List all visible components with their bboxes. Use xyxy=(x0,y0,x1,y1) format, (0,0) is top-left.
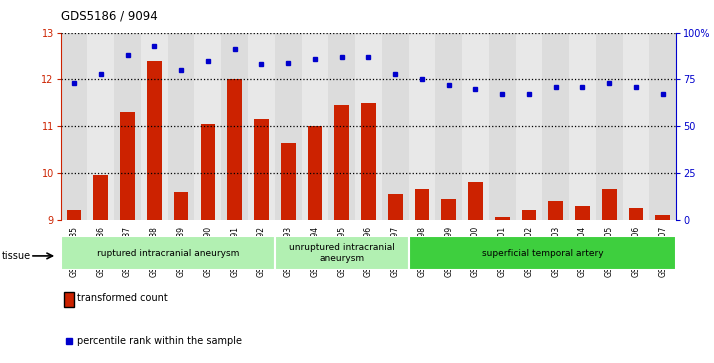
Text: percentile rank within the sample: percentile rank within the sample xyxy=(77,336,242,346)
Bar xyxy=(355,33,382,220)
Bar xyxy=(275,33,301,220)
Bar xyxy=(548,201,563,220)
Bar xyxy=(94,175,109,220)
Bar xyxy=(61,236,275,270)
Bar xyxy=(489,33,516,220)
Bar xyxy=(308,126,322,220)
Bar xyxy=(462,33,489,220)
Bar xyxy=(227,79,242,220)
Bar xyxy=(388,194,403,220)
Bar xyxy=(543,33,569,220)
Bar xyxy=(495,217,510,220)
Bar xyxy=(221,33,248,220)
Bar xyxy=(436,33,462,220)
Bar xyxy=(628,208,643,220)
Bar xyxy=(602,189,617,220)
Bar xyxy=(441,199,456,220)
Bar xyxy=(516,33,543,220)
Text: superficial temporal artery: superficial temporal artery xyxy=(481,249,603,258)
Bar xyxy=(623,33,650,220)
Bar xyxy=(361,103,376,220)
Text: GDS5186 / 9094: GDS5186 / 9094 xyxy=(61,9,158,22)
Bar xyxy=(301,33,328,220)
Text: unruptured intracranial
aneurysm: unruptured intracranial aneurysm xyxy=(288,244,395,263)
Bar xyxy=(114,33,141,220)
Bar xyxy=(408,236,676,270)
Bar xyxy=(87,33,114,220)
Bar xyxy=(468,182,483,220)
Bar xyxy=(328,33,355,220)
Bar xyxy=(120,112,135,220)
Bar xyxy=(569,33,596,220)
Bar xyxy=(650,33,676,220)
Text: transformed count: transformed count xyxy=(77,293,168,303)
Bar xyxy=(201,124,215,220)
Bar xyxy=(408,33,436,220)
Bar xyxy=(655,215,670,220)
Bar xyxy=(194,33,221,220)
Bar xyxy=(281,143,296,220)
Bar xyxy=(66,210,81,220)
Bar xyxy=(334,105,349,220)
Bar xyxy=(248,33,275,220)
Bar xyxy=(174,192,188,220)
Bar xyxy=(61,33,87,220)
Bar xyxy=(141,33,168,220)
Bar xyxy=(147,61,161,220)
Bar xyxy=(415,189,429,220)
Bar xyxy=(522,210,536,220)
Bar xyxy=(275,236,408,270)
Bar xyxy=(168,33,194,220)
Text: ruptured intracranial aneurysm: ruptured intracranial aneurysm xyxy=(96,249,239,258)
Bar xyxy=(382,33,408,220)
Text: tissue: tissue xyxy=(2,251,31,261)
Bar xyxy=(596,33,623,220)
Bar xyxy=(575,205,590,220)
Bar xyxy=(254,119,268,220)
